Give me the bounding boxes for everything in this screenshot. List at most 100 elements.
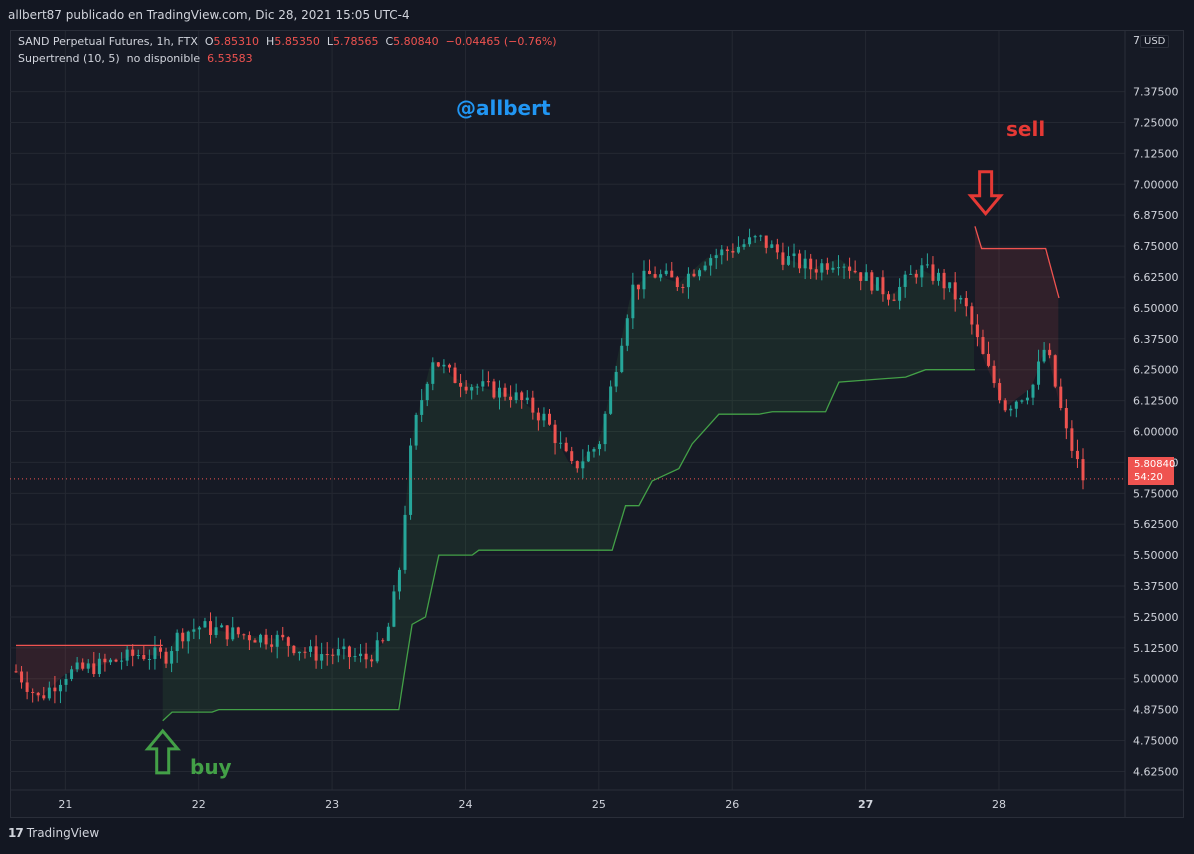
last-price-badge: 5.80840 54:20 bbox=[1128, 457, 1176, 485]
candle-body bbox=[792, 253, 796, 257]
price-tick-label: 6.50000 bbox=[1133, 302, 1179, 315]
supertrend-line-down bbox=[974, 226, 1060, 299]
candle-body bbox=[920, 265, 924, 278]
price-tick-label: 5.37500 bbox=[1133, 580, 1179, 593]
close-label: C bbox=[385, 35, 394, 48]
open-value: 5.85310 bbox=[213, 35, 260, 48]
symbol-name: SAND Perpetual Futures, 1h, FTX bbox=[18, 35, 198, 48]
price-tick-label: 6.12500 bbox=[1133, 395, 1179, 408]
candle-body bbox=[203, 621, 207, 628]
indicator-status: no disponible bbox=[126, 52, 201, 65]
candle-body bbox=[1053, 355, 1057, 387]
candle-body bbox=[58, 684, 62, 692]
time-tick-label: 24 bbox=[458, 798, 472, 811]
candle-body bbox=[153, 647, 157, 659]
footer-brand[interactable]: 17 TradingView bbox=[8, 826, 99, 840]
candle-body bbox=[942, 272, 946, 289]
candle-body bbox=[1014, 401, 1018, 409]
last-price-label: 5.80840 bbox=[1134, 459, 1176, 470]
candle-body bbox=[514, 392, 518, 400]
chart-pane[interactable] bbox=[10, 30, 1184, 818]
time-tick-label: 28 bbox=[992, 798, 1006, 811]
author-handle: @allbert bbox=[456, 96, 551, 120]
price-tick-label: 6.75000 bbox=[1133, 240, 1179, 253]
candle-body bbox=[775, 244, 779, 253]
candle-body bbox=[425, 383, 429, 401]
candle-body bbox=[359, 653, 363, 657]
open-label: O bbox=[204, 35, 214, 48]
price-tick-label: 7.00000 bbox=[1133, 178, 1179, 191]
candle-body bbox=[686, 273, 690, 288]
candle-body bbox=[975, 324, 979, 338]
candle-body bbox=[664, 270, 668, 275]
price-tick-label: 5.25000 bbox=[1133, 611, 1179, 624]
candle-body bbox=[814, 269, 818, 273]
candle-body bbox=[931, 264, 935, 281]
price-tick-label: 4.62500 bbox=[1133, 765, 1179, 778]
candle-body bbox=[1081, 459, 1085, 481]
candle-body bbox=[892, 299, 896, 301]
candle-body bbox=[531, 397, 535, 413]
candle-body bbox=[92, 663, 96, 675]
sell-annotation: sell bbox=[1006, 117, 1046, 141]
currency-selector[interactable]: USD bbox=[1140, 35, 1170, 48]
candle-body bbox=[1075, 450, 1079, 460]
candle-body bbox=[670, 270, 674, 278]
candle-body bbox=[736, 246, 740, 253]
time-tick-label: 27 bbox=[858, 798, 873, 811]
candle-body bbox=[859, 272, 863, 281]
price-tick-label: 5.75000 bbox=[1133, 487, 1179, 500]
candle-body bbox=[125, 649, 129, 661]
candle-body bbox=[909, 273, 913, 275]
candle-body bbox=[536, 412, 540, 421]
candle-body bbox=[620, 345, 624, 372]
high-label: H bbox=[266, 35, 275, 48]
candle-body bbox=[1070, 428, 1074, 451]
candle-body bbox=[353, 656, 357, 658]
candle-body bbox=[881, 277, 885, 295]
candle-body bbox=[370, 659, 374, 662]
candle-body bbox=[436, 362, 440, 367]
candle-body bbox=[625, 318, 629, 346]
candle-body bbox=[725, 249, 729, 251]
candle-body bbox=[875, 277, 879, 291]
candle-body bbox=[20, 671, 24, 683]
candle-body bbox=[186, 631, 190, 642]
candle-body bbox=[242, 634, 246, 636]
candle-body bbox=[642, 270, 646, 290]
candle-body bbox=[381, 640, 385, 642]
candle-body bbox=[598, 444, 602, 450]
candle-body bbox=[675, 277, 679, 288]
price-tick-label: 5.62500 bbox=[1133, 518, 1179, 531]
candle-body bbox=[709, 258, 713, 266]
candle-body bbox=[925, 264, 929, 266]
price-tick-label: 6.87500 bbox=[1133, 209, 1179, 222]
price-tick-label: 4.87500 bbox=[1133, 704, 1179, 717]
candle-body bbox=[653, 274, 657, 278]
candle-body bbox=[581, 461, 585, 469]
candle-body bbox=[364, 653, 368, 660]
candle-body bbox=[809, 258, 813, 270]
close-value: 5.80840 bbox=[393, 35, 439, 48]
candle-body bbox=[714, 255, 718, 259]
candle-body bbox=[886, 294, 890, 300]
candle-body bbox=[781, 252, 785, 265]
tradingview-logo-icon: 17 bbox=[8, 826, 24, 840]
candle-body bbox=[692, 273, 696, 277]
candle-body bbox=[764, 235, 768, 248]
candle-body bbox=[1064, 407, 1068, 429]
candle-body bbox=[147, 658, 151, 660]
candle-body bbox=[648, 270, 652, 275]
change-value: −0.04465 (−0.76%) bbox=[445, 35, 557, 48]
candle-body bbox=[86, 663, 90, 669]
candle-body bbox=[14, 671, 18, 673]
candle-body bbox=[770, 244, 774, 248]
price-tick-label: 7.25000 bbox=[1133, 116, 1179, 129]
candle-body bbox=[214, 627, 218, 635]
candle-body bbox=[292, 645, 296, 654]
price-tick-label: 7.12500 bbox=[1133, 147, 1179, 160]
candle-body bbox=[914, 273, 918, 278]
candle-body bbox=[559, 442, 563, 444]
price-tick-label: 5.00000 bbox=[1133, 673, 1179, 686]
